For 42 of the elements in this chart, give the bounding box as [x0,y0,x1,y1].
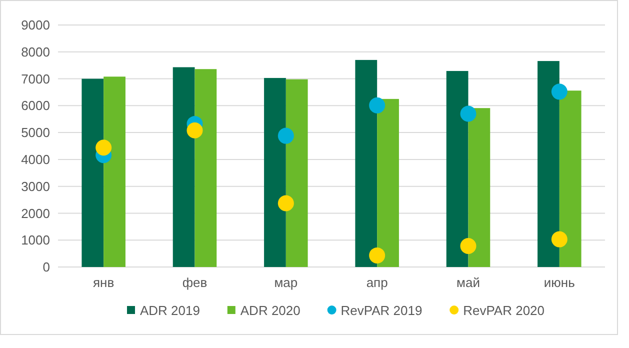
x-tick-label: фев [182,275,208,290]
y-tick-label: 9000 [21,18,50,33]
point [369,97,386,114]
bar [446,70,468,267]
point [460,238,476,254]
bar [377,98,399,267]
point [278,195,294,212]
point [186,122,203,138]
point [96,140,112,156]
bar [104,76,126,267]
legend-label: ADR 2020 [240,302,300,318]
y-tick-label: 7000 [21,71,50,86]
y-tick-label: 5000 [21,125,50,140]
point [460,106,476,122]
x-tick-label: май [456,275,480,290]
bar [355,60,378,267]
x-tick-label: апр [366,275,388,290]
x-tick-label: мар [274,275,298,290]
legend-label: RevPAR 2019 [340,302,422,318]
bar [172,67,195,267]
y-tick-label: 8000 [21,44,50,60]
bar [559,90,582,267]
x-tick-label: янв [93,275,114,290]
y-tick-label: 1000 [21,232,50,248]
y-tick-label: 0 [42,260,50,275]
y-tick-label: 4000 [21,152,50,167]
bar [286,79,308,267]
point [278,128,294,144]
legend-label: RevPAR 2020 [463,302,545,318]
y-tick-label: 6000 [21,98,50,114]
y-tick-label: 2000 [21,206,50,221]
point [551,84,568,100]
x-tick-label: июнь [544,275,576,290]
point [551,231,568,248]
bar [194,69,217,267]
legend-label: ADR 2019 [140,302,200,318]
bar [264,78,286,267]
point [369,247,386,264]
bar [468,108,490,267]
y-tick-label: 3000 [21,178,50,194]
bar [82,78,104,267]
bar [538,61,560,267]
